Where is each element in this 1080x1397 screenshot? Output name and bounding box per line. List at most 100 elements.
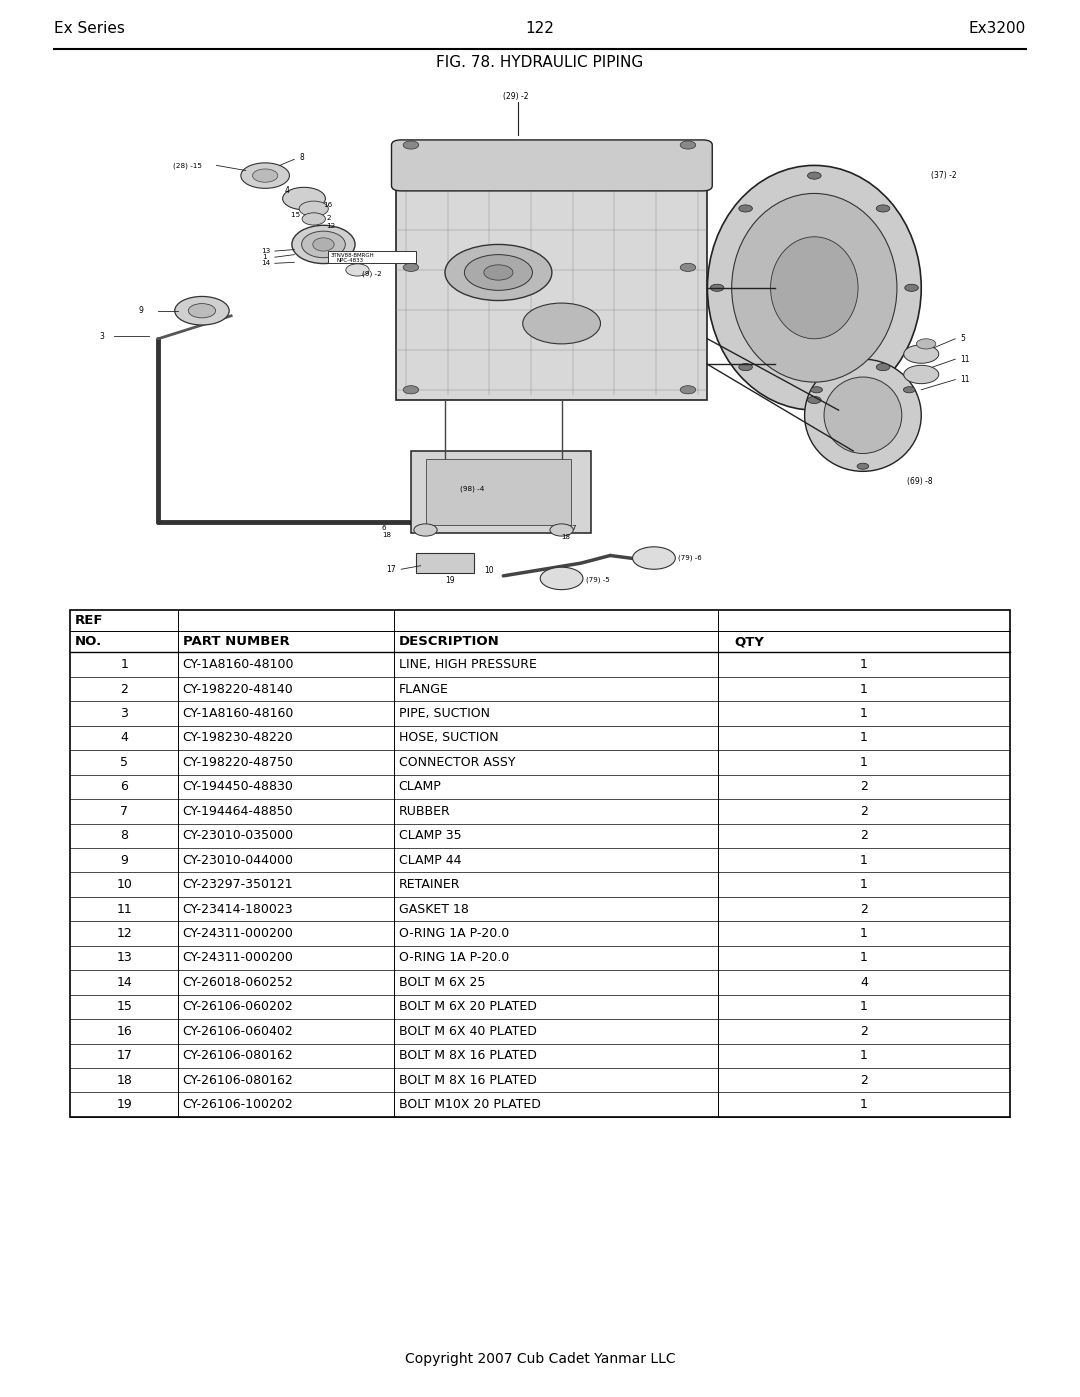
Text: REF: REF — [75, 615, 103, 627]
Circle shape — [241, 163, 289, 189]
Circle shape — [403, 263, 419, 271]
Text: 2: 2 — [860, 805, 868, 817]
Circle shape — [680, 263, 696, 271]
Text: 1: 1 — [860, 1049, 868, 1062]
Text: (9) -2: (9) -2 — [362, 270, 382, 277]
Text: (98) -4: (98) -4 — [460, 486, 484, 493]
Text: RETAINER: RETAINER — [399, 879, 460, 891]
Bar — [426, 458, 571, 525]
Circle shape — [904, 365, 939, 384]
Text: CY-23297-350121: CY-23297-350121 — [183, 879, 293, 891]
Text: 8: 8 — [299, 154, 303, 162]
Text: 5: 5 — [960, 334, 966, 344]
Text: 7: 7 — [120, 805, 129, 817]
Text: 1: 1 — [860, 732, 868, 745]
Circle shape — [808, 397, 821, 404]
Text: 1: 1 — [860, 756, 868, 768]
Text: (79) -5: (79) -5 — [585, 576, 609, 583]
Text: O-RING 1A P-20.0: O-RING 1A P-20.0 — [399, 928, 509, 940]
Text: 3: 3 — [100, 331, 105, 341]
Text: BOLT M 6X 20 PLATED: BOLT M 6X 20 PLATED — [399, 1000, 537, 1013]
Text: 11: 11 — [960, 374, 970, 384]
Text: 13: 13 — [260, 249, 270, 254]
Text: BOLT M 8X 16 PLATED: BOLT M 8X 16 PLATED — [399, 1049, 537, 1062]
Text: CLAMP 44: CLAMP 44 — [399, 854, 461, 866]
Text: 19: 19 — [445, 577, 455, 585]
Text: BOLT M 6X 25: BOLT M 6X 25 — [399, 977, 485, 989]
Text: RUBBER: RUBBER — [399, 805, 450, 817]
Circle shape — [876, 205, 890, 212]
Text: 18: 18 — [562, 534, 570, 539]
Circle shape — [403, 386, 419, 394]
Text: (69) -8: (69) -8 — [906, 476, 932, 486]
Text: DESCRIPTION: DESCRIPTION — [399, 636, 499, 648]
Text: 1: 1 — [860, 658, 868, 671]
Text: 10: 10 — [117, 879, 132, 891]
Ellipse shape — [770, 237, 858, 339]
Text: (28) -15: (28) -15 — [173, 162, 202, 169]
Text: 4: 4 — [860, 977, 868, 989]
Text: 2: 2 — [860, 902, 868, 915]
Text: CLAMP: CLAMP — [399, 781, 442, 793]
Text: CLAMP 35: CLAMP 35 — [399, 830, 461, 842]
Text: BOLT M 6X 40 PLATED: BOLT M 6X 40 PLATED — [399, 1025, 537, 1038]
Text: CY-194450-48830: CY-194450-48830 — [183, 781, 294, 793]
Circle shape — [916, 339, 935, 349]
Text: 18: 18 — [117, 1074, 132, 1087]
Circle shape — [904, 345, 939, 363]
Circle shape — [876, 363, 890, 370]
Text: CY-26018-060252: CY-26018-060252 — [183, 977, 294, 989]
Text: (79) -6: (79) -6 — [678, 555, 702, 562]
Circle shape — [445, 244, 552, 300]
Text: PART NUMBER: PART NUMBER — [183, 636, 289, 648]
Text: CY-24311-000200: CY-24311-000200 — [183, 928, 294, 940]
Text: 12: 12 — [326, 222, 336, 229]
Text: CY-23414-180023: CY-23414-180023 — [183, 902, 293, 915]
Circle shape — [403, 141, 419, 149]
Text: 9: 9 — [120, 854, 129, 866]
Text: 10: 10 — [484, 566, 494, 576]
Text: 17: 17 — [387, 564, 396, 574]
Ellipse shape — [805, 359, 921, 471]
Text: LINE, HIGH PRESSURE: LINE, HIGH PRESSURE — [399, 658, 537, 671]
Text: GASKET 18: GASKET 18 — [399, 902, 469, 915]
Circle shape — [903, 387, 915, 393]
Text: HOSE, SUCTION: HOSE, SUCTION — [399, 732, 498, 745]
Text: 1: 1 — [860, 928, 868, 940]
Text: CY-1A8160-48160: CY-1A8160-48160 — [183, 707, 294, 719]
Text: CY-26106-080162: CY-26106-080162 — [183, 1049, 294, 1062]
Circle shape — [299, 201, 328, 217]
Circle shape — [283, 187, 325, 210]
Text: 3: 3 — [120, 707, 129, 719]
Text: (37) -2: (37) -2 — [931, 170, 957, 180]
Ellipse shape — [824, 377, 902, 454]
Text: 5: 5 — [120, 756, 129, 768]
Text: 14: 14 — [260, 260, 270, 267]
Text: CY-26106-100202: CY-26106-100202 — [183, 1098, 294, 1111]
Text: 15: 15 — [117, 1000, 132, 1013]
Text: 2: 2 — [860, 781, 868, 793]
Circle shape — [739, 205, 753, 212]
Text: CY-26106-060202: CY-26106-060202 — [183, 1000, 294, 1013]
Circle shape — [523, 303, 600, 344]
Text: 14: 14 — [117, 977, 132, 989]
Text: 2: 2 — [860, 1025, 868, 1038]
Text: (29) -2: (29) -2 — [503, 92, 529, 101]
Text: 4: 4 — [285, 186, 289, 196]
Circle shape — [680, 141, 696, 149]
Text: 3TNV88-BMRGH: 3TNV88-BMRGH — [330, 253, 374, 258]
Text: 2: 2 — [326, 215, 330, 222]
Text: 1: 1 — [860, 854, 868, 866]
Text: 6: 6 — [382, 525, 387, 531]
Ellipse shape — [313, 237, 334, 251]
Text: 2: 2 — [120, 683, 129, 696]
Circle shape — [739, 363, 753, 370]
Ellipse shape — [731, 193, 896, 383]
Circle shape — [302, 212, 325, 225]
Text: 17: 17 — [117, 1049, 132, 1062]
Circle shape — [484, 265, 513, 281]
Text: CY-23010-044000: CY-23010-044000 — [183, 854, 294, 866]
Text: Ex Series: Ex Series — [54, 21, 125, 35]
Text: 2: 2 — [860, 1074, 868, 1087]
FancyBboxPatch shape — [391, 140, 713, 191]
